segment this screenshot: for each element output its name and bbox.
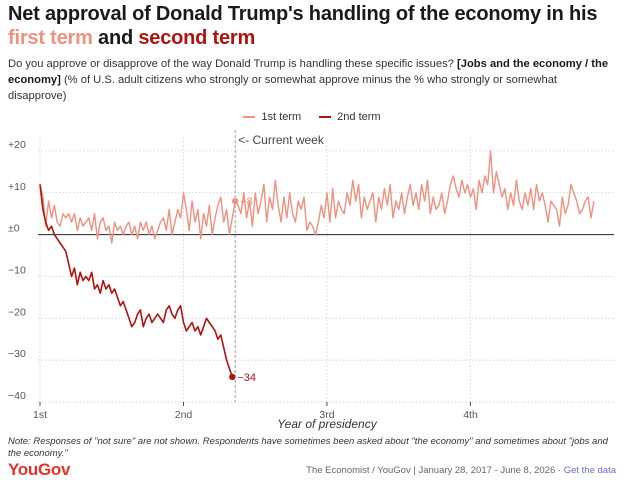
legend-label-second-term: 2nd term [337, 111, 381, 123]
end-point-first-term [231, 197, 239, 205]
y-tick-label: +10 [8, 181, 26, 193]
title-first-term: first term [8, 27, 93, 49]
chart-subtitle: Do you approve or disapprove of the way … [8, 56, 614, 104]
chart-legend: 1st term 2nd term [0, 111, 624, 123]
label-layer: <- Current week +8 −34 [237, 133, 325, 384]
y-tick-label: −20 [8, 306, 26, 318]
footnote: Note: Responses of "not sure" are not sh… [8, 436, 608, 459]
legend-item-second-term: 2nd term [319, 111, 381, 123]
y-tick-label: ±0 [8, 223, 20, 235]
title-second-term: second term [138, 27, 256, 49]
legend-swatch-second-term [319, 116, 332, 118]
end-label-second-term: −34 [237, 372, 256, 384]
x-axis-title: Year of presidency [277, 417, 377, 431]
legend-item-first-term: 1st term [243, 111, 301, 123]
y-tick-label: −30 [8, 348, 26, 360]
source-line: The Economist / YouGov | January 28, 201… [306, 465, 616, 476]
end-point-second-term [229, 373, 236, 381]
subtitle-bold: [Jobs and the economy / the economy] [8, 58, 609, 86]
subtitle-rest: (% of U.S. adult citizens who strongly o… [8, 74, 558, 102]
y-tick-label: −40 [8, 390, 26, 402]
legend-swatch-first-term [243, 116, 256, 118]
get-the-data-link[interactable]: Get the data [563, 465, 616, 476]
x-tick-label: 4th [463, 409, 478, 421]
subtitle-lead: Do you approve or disapprove of the way … [8, 58, 457, 70]
legend-label-first-term: 1st term [261, 111, 302, 123]
source-text: The Economist / YouGov | January 28, 201… [306, 465, 564, 476]
end-label-first-term: +8 [240, 196, 253, 208]
chart-title: Net approval of Donald Trump's handling … [8, 2, 608, 50]
x-tick-label: 1st [33, 409, 47, 421]
x-tick-label: 3rd [319, 409, 334, 421]
grid-layer [38, 130, 614, 403]
title-and: and [92, 27, 139, 49]
series-line-second-term [39, 184, 234, 378]
y-tick-label: −10 [8, 264, 26, 276]
axis-layer: −40 −30 −20 −10 ±0 +10 +20 1st 2nd 3rd 4th Year of … [8, 139, 478, 431]
series-layer [39, 150, 595, 381]
title-main: Net approval of Donald Trump's handling … [8, 3, 598, 25]
y-tick-label: +20 [8, 139, 26, 151]
x-tick-label: 2nd [175, 409, 193, 421]
series-line-first-term [39, 150, 595, 244]
yougov-logo: YouGov [8, 460, 71, 479]
current-week-label: <- Current week [238, 133, 325, 147]
